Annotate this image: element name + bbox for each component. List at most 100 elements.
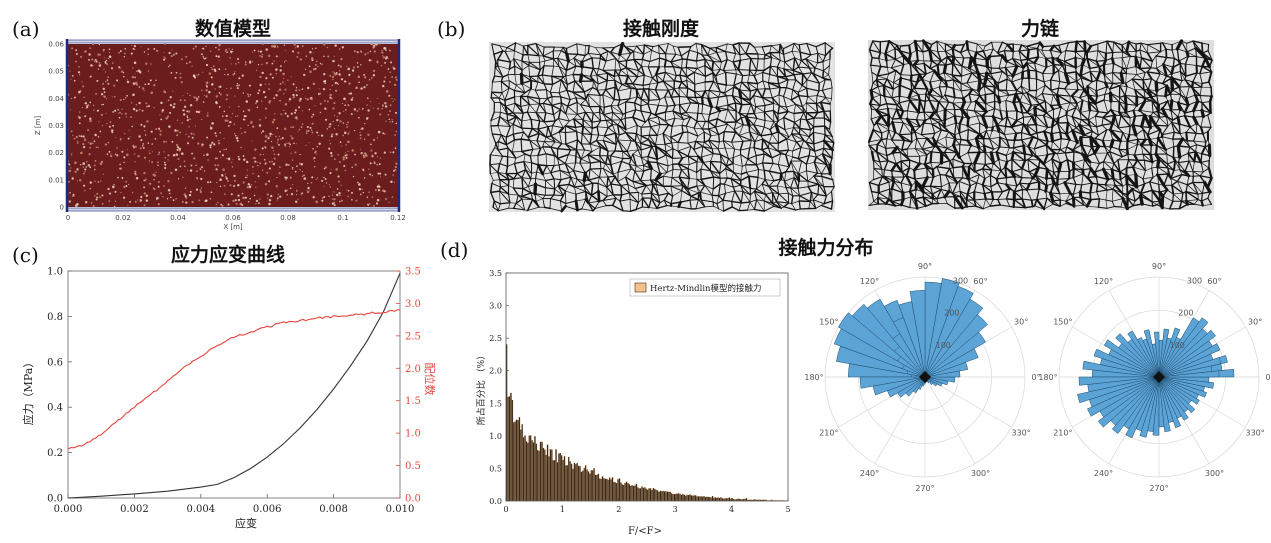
particle (106, 60, 107, 61)
particle (303, 74, 305, 76)
particle (268, 203, 271, 206)
particle (220, 157, 221, 158)
particle (112, 186, 115, 189)
y-tick-label: 0.03 (48, 122, 64, 130)
particle (348, 93, 350, 95)
particle (88, 164, 90, 166)
particle (389, 49, 391, 51)
particle (160, 130, 162, 132)
particle (111, 67, 113, 69)
contact-link (678, 47, 691, 48)
particle (118, 52, 120, 54)
particle (247, 170, 248, 171)
particle (76, 53, 78, 55)
particle (395, 112, 397, 114)
particle (149, 153, 150, 154)
particle (127, 149, 128, 150)
contact-link (887, 61, 888, 68)
particle (156, 50, 158, 52)
particle (373, 107, 374, 108)
particle (177, 149, 179, 151)
particle (143, 186, 145, 188)
particle (221, 205, 223, 207)
contact-link (1111, 93, 1112, 101)
particle (68, 163, 70, 165)
particle (76, 136, 78, 138)
particle (74, 97, 76, 99)
particle (195, 165, 196, 166)
contact-link (1113, 52, 1123, 53)
particle (300, 58, 302, 60)
particle (117, 109, 119, 111)
particle (232, 166, 233, 167)
particle (231, 162, 232, 163)
particle (193, 48, 195, 50)
particle (69, 71, 70, 72)
contact-link (937, 41, 938, 51)
particle (79, 179, 81, 181)
particle (372, 175, 373, 176)
particle (169, 193, 171, 195)
particle (134, 49, 135, 50)
particle (153, 84, 155, 86)
particle (358, 76, 361, 79)
particle (100, 162, 103, 165)
particle (164, 164, 166, 166)
particle (370, 149, 372, 151)
contact-link (1167, 58, 1175, 59)
particle (369, 203, 371, 205)
particle (154, 188, 155, 189)
contact-link (619, 75, 629, 76)
particle (272, 121, 274, 123)
particle (364, 139, 365, 140)
particle (292, 167, 294, 169)
particle (196, 97, 198, 99)
particle (311, 98, 313, 100)
contact-link (554, 189, 555, 195)
particle (248, 183, 250, 185)
particle (109, 55, 112, 58)
particle (255, 102, 257, 104)
particle (69, 200, 71, 202)
particle (238, 158, 240, 160)
particle (343, 122, 345, 124)
particle (265, 135, 268, 138)
particle (153, 179, 154, 180)
particle (94, 164, 96, 166)
contact-link (823, 71, 824, 78)
contact-link (769, 186, 778, 187)
contact-link (762, 139, 763, 150)
particle (321, 134, 323, 136)
particle (314, 166, 315, 167)
particle (78, 66, 79, 67)
particle (242, 197, 245, 200)
contact-link (999, 97, 1000, 102)
particle (205, 89, 207, 91)
particle (306, 190, 307, 191)
contact-link (522, 128, 533, 129)
particle (358, 82, 360, 84)
particle (259, 154, 261, 156)
particle (237, 184, 239, 186)
particle (299, 99, 302, 102)
particle (226, 98, 228, 100)
particle (223, 149, 225, 151)
contact-link (625, 118, 626, 129)
particle (285, 60, 286, 61)
particle (315, 64, 317, 66)
particle (249, 61, 251, 63)
particle (298, 106, 300, 108)
particle (182, 95, 183, 96)
contact-link (799, 45, 800, 52)
y-axis-label: Z [m] (34, 116, 42, 136)
contact-link (1013, 51, 1014, 58)
particle (70, 167, 71, 168)
particle (387, 68, 389, 70)
particle (332, 79, 333, 80)
particle (217, 202, 219, 204)
particle (226, 94, 228, 96)
contact-link (955, 116, 956, 123)
particle (155, 80, 156, 81)
title-force-chain: 力链 (1021, 14, 1059, 41)
particle (277, 138, 279, 140)
